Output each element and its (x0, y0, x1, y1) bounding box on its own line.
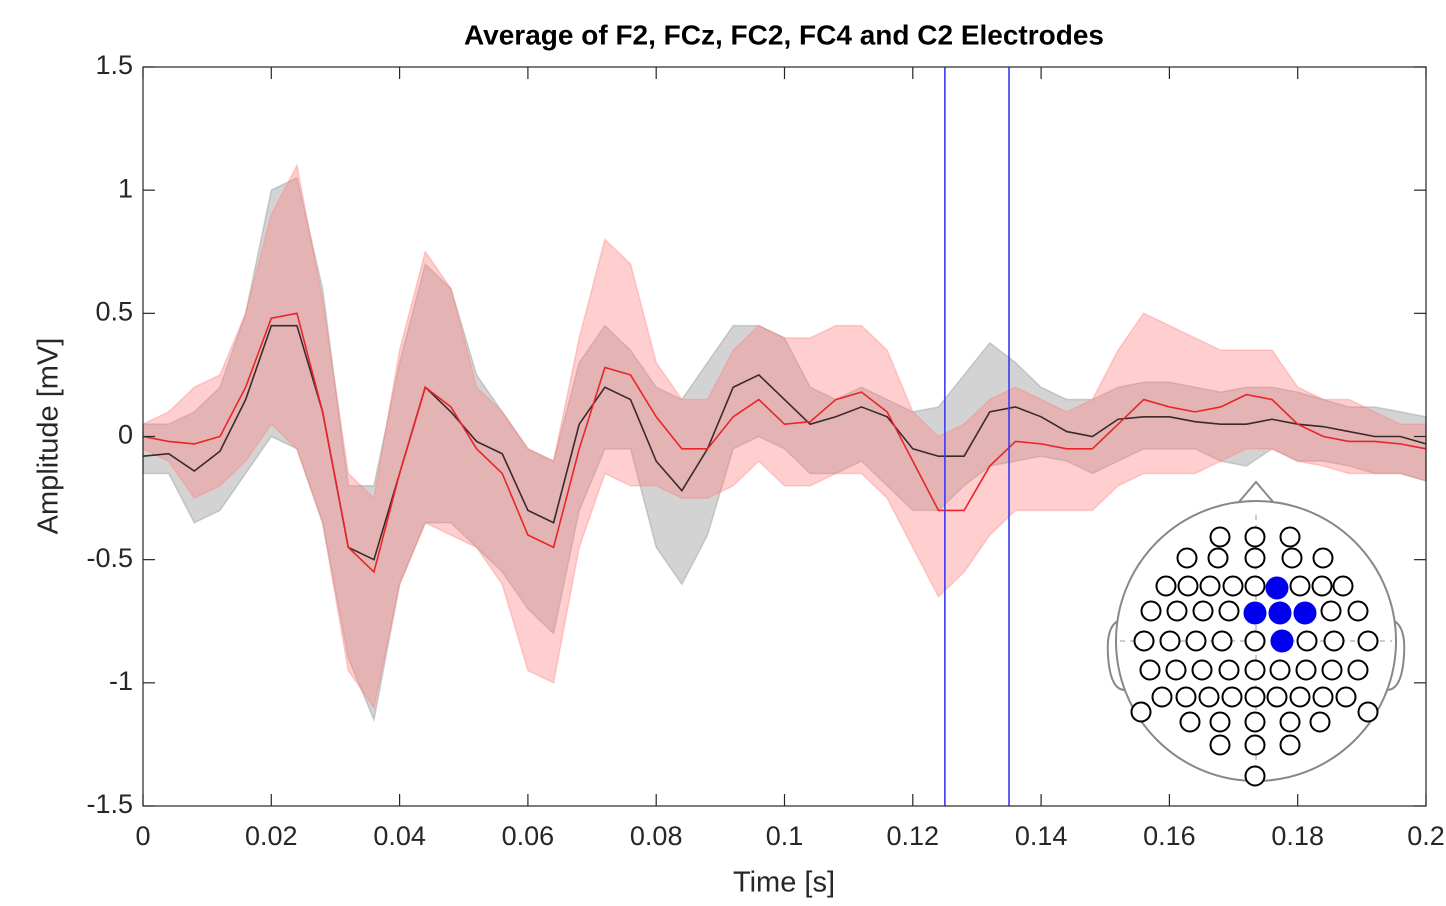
electrode (1221, 686, 1243, 708)
electrode (1281, 547, 1303, 569)
x-tick-label: 0.18 (1271, 821, 1324, 851)
chart-title: Average of F2, FCz, FC2, FC4 and C2 Elec… (464, 19, 1104, 50)
electrode (1199, 575, 1221, 597)
electrode (1309, 711, 1331, 733)
electrode (1218, 600, 1240, 622)
electrode (1295, 659, 1317, 681)
electrode (1139, 659, 1161, 681)
electrode (1166, 600, 1188, 622)
selected-electrode (1270, 629, 1294, 653)
y-tick-label: 0.5 (95, 296, 133, 326)
electrode (1289, 575, 1311, 597)
y-tick-label: -1 (109, 666, 133, 696)
electrode (1244, 734, 1266, 756)
electrode (1185, 630, 1207, 652)
electrode (1244, 765, 1266, 787)
electrode (1289, 686, 1311, 708)
electrode (1177, 575, 1199, 597)
electrode (1175, 686, 1197, 708)
x-tick-label: 0.06 (502, 821, 555, 851)
electrode (1211, 630, 1233, 652)
x-tick-label: 0.02 (245, 821, 298, 851)
electrode (1244, 711, 1266, 733)
electrode (1311, 575, 1333, 597)
electrode (1198, 686, 1220, 708)
head-inset (1106, 480, 1406, 787)
electrode (1179, 711, 1201, 733)
x-tick-label: 0.08 (630, 821, 683, 851)
y-tick-label: 0 (118, 420, 133, 450)
electrode (1244, 686, 1266, 708)
electrode (1218, 659, 1240, 681)
electrode (1279, 734, 1301, 756)
electrode (1279, 711, 1301, 733)
selected-electrode (1293, 601, 1317, 625)
electrode (1209, 734, 1231, 756)
y-tick-label: -1.5 (86, 789, 133, 819)
x-tick-label: 0.14 (1015, 821, 1068, 851)
electrode (1222, 575, 1244, 597)
x-axis-label: Time [s] (733, 867, 835, 899)
x-tick-label: 0.12 (887, 821, 940, 851)
electrode (1312, 547, 1334, 569)
electrode (1332, 575, 1354, 597)
x-tick-label: 0.16 (1143, 821, 1196, 851)
electrode (1244, 659, 1266, 681)
electrode (1335, 686, 1357, 708)
electrode (1159, 630, 1181, 652)
selected-electrode (1265, 576, 1289, 600)
electrode (1312, 686, 1334, 708)
electrode (1266, 686, 1288, 708)
electrode (1130, 701, 1152, 723)
electrode (1269, 659, 1291, 681)
electrode (1209, 711, 1231, 733)
y-axis-label: Amplitude [mV] (33, 338, 65, 535)
electrode (1140, 600, 1162, 622)
selected-electrode (1268, 601, 1292, 625)
y-tick-label: 1 (118, 173, 133, 203)
electrode (1155, 575, 1177, 597)
electrode (1191, 659, 1213, 681)
x-tick-label: 0.1 (766, 821, 804, 851)
electrode (1244, 575, 1266, 597)
electrode (1357, 701, 1379, 723)
electrode (1209, 526, 1231, 548)
electrode (1207, 547, 1229, 569)
electrode (1244, 630, 1266, 652)
mean-line (142, 324, 1427, 561)
electrode (1357, 630, 1379, 652)
electrode (1323, 630, 1345, 652)
electrode (1176, 547, 1198, 569)
electrode (1347, 659, 1369, 681)
electrode (1296, 630, 1318, 652)
electrode (1133, 630, 1155, 652)
mean-line (142, 312, 1427, 574)
electrode (1244, 526, 1266, 548)
electrode (1279, 526, 1301, 548)
selected-electrode (1243, 601, 1267, 625)
electrode (1244, 547, 1266, 569)
electrode (1151, 686, 1173, 708)
electrode (1347, 600, 1369, 622)
electrode (1165, 659, 1187, 681)
electrode (1320, 600, 1342, 622)
x-tick-label: 0 (135, 821, 150, 851)
x-tick-label: 0.04 (373, 821, 426, 851)
electrode (1192, 600, 1214, 622)
y-tick-label: -0.5 (86, 543, 133, 573)
y-tick-label: 1.5 (95, 50, 133, 80)
electrode (1321, 659, 1343, 681)
x-tick-label: 0.2 (1407, 821, 1445, 851)
